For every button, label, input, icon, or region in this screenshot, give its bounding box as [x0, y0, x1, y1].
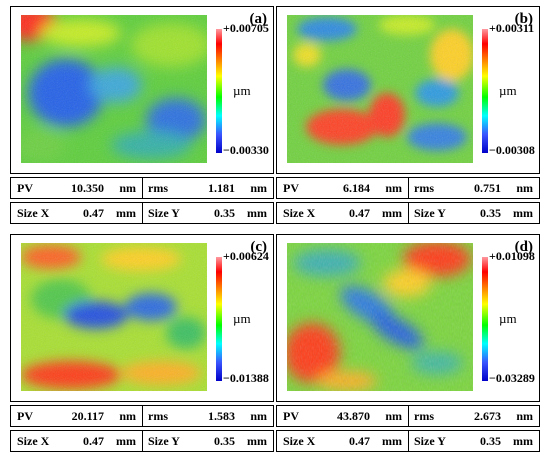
size-y-label: Size Y: [414, 206, 446, 220]
roughness-row: PV 6.184 nm rms 0.751 nm: [276, 177, 540, 199]
panel-b: +0.00311 µm −0.00308 (b) PV 6.184 nm rms 0.…: [276, 6, 540, 226]
surface-height-map: [287, 243, 473, 391]
rms-unit: nm: [516, 409, 533, 423]
rms-unit: nm: [516, 181, 533, 195]
size-x-unit: mm: [116, 206, 136, 220]
color-scale-bar: [216, 29, 222, 153]
size-y-value: 0.35: [480, 434, 501, 448]
size-x-value: 0.47: [83, 434, 104, 448]
scale-unit: µm: [233, 311, 251, 326]
size-y-label: Size Y: [414, 434, 446, 448]
rms-value: 1.583: [208, 409, 235, 423]
size-x-value: 0.47: [83, 206, 104, 220]
surface-map-box: +0.00311 µm −0.00308 (b): [276, 6, 540, 174]
scale-max-value: +0.00705: [223, 21, 269, 35]
size-x-value: 0.47: [349, 206, 370, 220]
pv-unit: nm: [119, 181, 136, 195]
scale-min-value: −0.00330: [223, 143, 269, 157]
size-y-unit: mm: [247, 434, 267, 448]
color-scale-bar: [216, 257, 222, 381]
panel-tag: (a): [249, 11, 268, 27]
size-row: Size X 0.47 mm Size Y 0.35 mm: [276, 430, 540, 452]
scale-max-value: +0.01098: [489, 249, 535, 263]
surface-map-box: +0.01098 µm −0.03289 (d): [276, 234, 540, 402]
roughness-row: PV 43.870 nm rms 2.673 nm: [276, 405, 540, 427]
size-x-unit: mm: [382, 434, 402, 448]
pv-label: PV: [283, 181, 299, 195]
size-y-value: 0.35: [480, 206, 501, 220]
rms-value: 2.673: [474, 409, 501, 423]
size-x-label: Size X: [283, 434, 316, 448]
pv-unit: nm: [385, 181, 402, 195]
rms-unit: nm: [250, 409, 267, 423]
panel-tag: (d): [514, 239, 533, 255]
roughness-row: PV 10.350 nm rms 1.181 nm: [10, 177, 274, 199]
size-x-value: 0.47: [349, 434, 370, 448]
size-y-value: 0.35: [214, 434, 235, 448]
rms-label: rms: [414, 409, 434, 423]
scale-max-value: +0.00624: [223, 249, 269, 263]
pv-unit: nm: [119, 409, 136, 423]
rms-value: 1.181: [208, 181, 235, 195]
size-y-label: Size Y: [148, 434, 180, 448]
pv-value: 10.350: [71, 181, 104, 195]
rms-label: rms: [148, 181, 168, 195]
size-x-unit: mm: [116, 434, 136, 448]
size-y-label: Size Y: [148, 206, 180, 220]
pv-label: PV: [17, 181, 33, 195]
rms-label: rms: [148, 409, 168, 423]
pv-label: PV: [17, 409, 33, 423]
size-row: Size X 0.47 mm Size Y 0.35 mm: [276, 202, 540, 224]
size-x-unit: mm: [382, 206, 402, 220]
scale-min-value: −0.00308: [489, 143, 535, 157]
panel-a: +0.00705 µm −0.00330 (a) PV 10.350 nm rms 1…: [10, 6, 274, 226]
rms-label: rms: [414, 181, 434, 195]
scale-unit: µm: [499, 311, 517, 326]
size-row: Size X 0.47 mm Size Y 0.35 mm: [10, 430, 274, 452]
color-scale-bar: [482, 29, 488, 153]
rms-value: 0.751: [474, 181, 501, 195]
scale-min-value: −0.01388: [223, 371, 269, 385]
pv-value: 43.870: [337, 409, 370, 423]
size-y-value: 0.35: [214, 206, 235, 220]
surface-height-map: [21, 15, 207, 163]
surface-height-map: [21, 243, 207, 391]
rms-unit: nm: [250, 181, 267, 195]
panel-c: +0.00624 µm −0.01388 (c) PV 20.117 nm rms 1…: [10, 234, 274, 454]
surface-height-map: [287, 15, 473, 163]
roughness-row: PV 20.117 nm rms 1.583 nm: [10, 405, 274, 427]
size-row: Size X 0.47 mm Size Y 0.35 mm: [10, 202, 274, 224]
color-scale-bar: [482, 257, 488, 381]
size-y-unit: mm: [513, 206, 533, 220]
scale-unit: µm: [233, 83, 251, 98]
surface-map-box: +0.00624 µm −0.01388 (c): [10, 234, 274, 402]
surface-map-box: +0.00705 µm −0.00330 (a): [10, 6, 274, 174]
size-y-unit: mm: [247, 206, 267, 220]
panel-d: +0.01098 µm −0.03289 (d) PV 43.870 nm rms 2…: [276, 234, 540, 454]
size-x-label: Size X: [283, 206, 316, 220]
pv-unit: nm: [385, 409, 402, 423]
size-y-unit: mm: [513, 434, 533, 448]
size-x-label: Size X: [17, 206, 50, 220]
scale-max-value: +0.00311: [489, 21, 535, 35]
scale-unit: µm: [499, 83, 517, 98]
size-x-label: Size X: [17, 434, 50, 448]
pv-label: PV: [283, 409, 299, 423]
pv-value: 20.117: [71, 409, 104, 423]
panel-tag: (b): [514, 11, 533, 27]
scale-min-value: −0.03289: [489, 371, 535, 385]
panel-tag: (c): [250, 239, 267, 255]
pv-value: 6.184: [343, 181, 370, 195]
